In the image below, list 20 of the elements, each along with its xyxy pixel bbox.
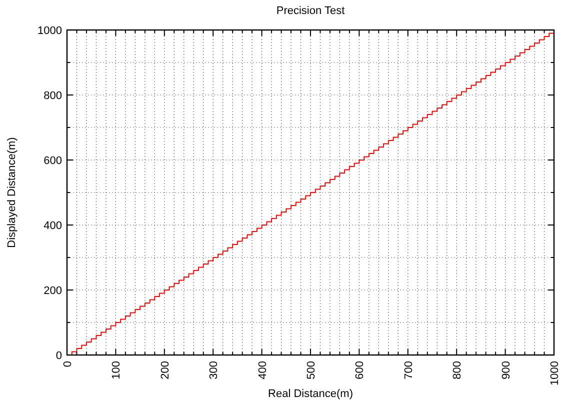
y-tick-label: 600 [44,155,62,167]
y-axis-title: Displayed Distance(m) [6,137,18,248]
x-tick-label: 600 [354,361,366,380]
x-axis-title: Real Distance(m) [268,388,353,400]
y-tick-label: 0 [56,350,62,362]
y-tick-label: 1000 [38,25,62,37]
x-tick-label: 700 [402,361,415,380]
x-tick-label: 100 [110,361,123,380]
chart-title: Precision Test [276,5,345,17]
y-tick-label: 800 [44,90,62,102]
x-tick-label: 1000 [549,361,561,386]
x-tick-label: 800 [452,361,464,380]
x-tick-label: 400 [256,361,269,380]
x-tick-label: 500 [306,361,318,380]
x-tick-label: 0 [62,361,74,368]
x-tick-label: 900 [500,361,512,380]
x-tick-label: 200 [159,361,172,380]
y-tick-label: 400 [44,220,62,232]
x-tick-label: 300 [208,361,220,380]
y-tick-label: 200 [44,285,62,297]
